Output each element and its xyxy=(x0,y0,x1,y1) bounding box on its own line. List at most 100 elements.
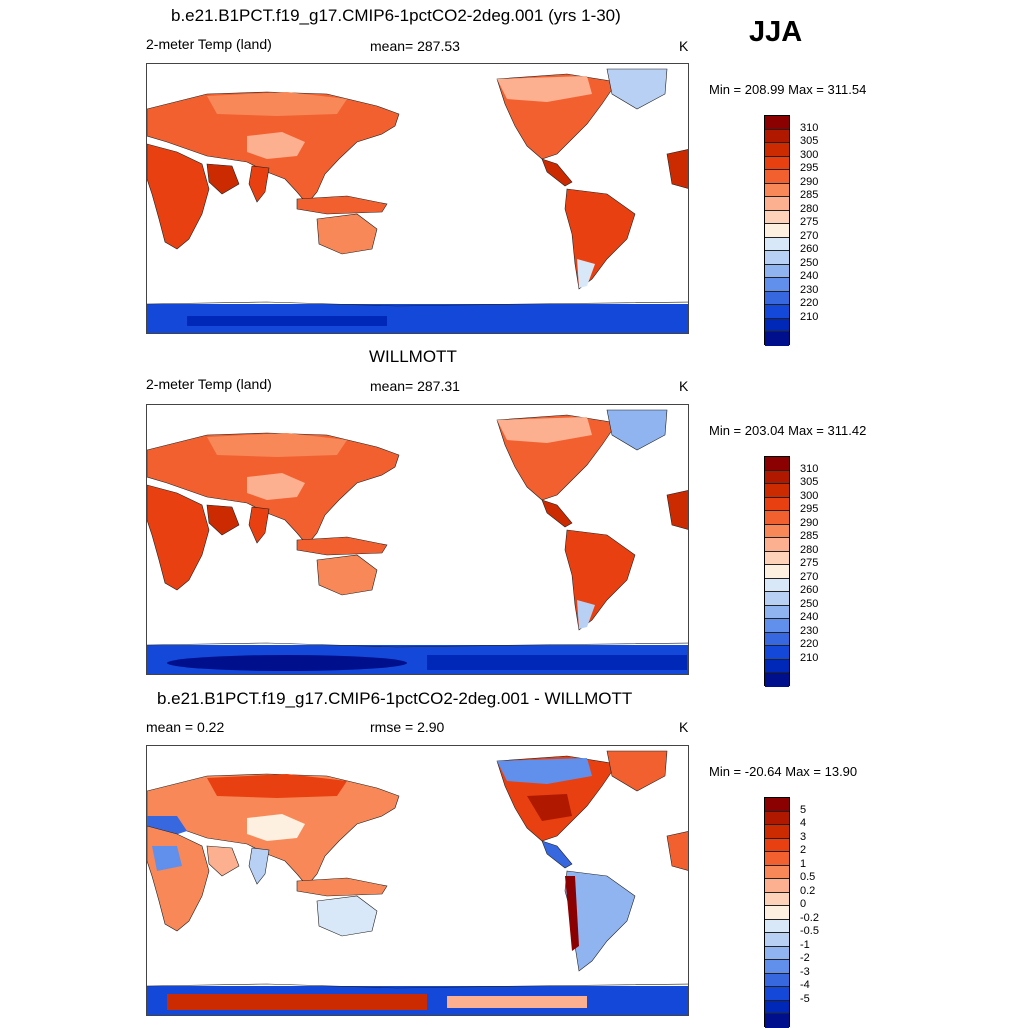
west-africa-edge xyxy=(666,831,688,871)
colorbar-tick-label: 5 xyxy=(800,803,807,816)
canada-cool xyxy=(497,417,592,443)
arabia-land xyxy=(206,845,240,877)
panel3-map xyxy=(146,745,689,1016)
colorbar-tick-label: 295 xyxy=(800,162,819,174)
panel3-mean-label: mean = 0.22 xyxy=(146,719,225,735)
colorbar-swatch xyxy=(765,798,789,812)
colorbar-swatch xyxy=(765,170,789,184)
panel3-map-graphic xyxy=(147,750,688,1015)
africa-cool xyxy=(152,846,182,871)
west-africa-edge xyxy=(666,149,688,189)
colorbar-tick-label: 285 xyxy=(800,189,819,201)
colorbar-tick-label: 220 xyxy=(800,297,819,309)
panel2-minmax-label: Min = 203.04 Max = 311.42 xyxy=(709,423,867,438)
greenland-land xyxy=(606,68,668,110)
colorbar-tick-label: -1 xyxy=(800,938,810,951)
colorbar-tick-label: 280 xyxy=(800,202,819,215)
colorbar-tick-label: 4 xyxy=(800,817,807,829)
colorbar-swatch xyxy=(765,852,789,866)
antarctica-inner xyxy=(187,316,387,326)
siberia-cool xyxy=(207,92,347,116)
panel2-mean-label: mean= 287.31 xyxy=(370,378,460,394)
panel1-colorbar xyxy=(764,115,790,346)
colorbar-tick-label: 305 xyxy=(800,135,819,147)
colorbar-tick-label: 210 xyxy=(800,310,819,323)
arabia-land xyxy=(206,163,240,195)
india-land xyxy=(248,847,270,885)
colorbar-swatch xyxy=(765,619,789,633)
colorbar-swatch xyxy=(765,484,789,498)
colorbar-tick-label: 220 xyxy=(800,638,819,650)
colorbar-swatch xyxy=(765,551,789,565)
colorbar-swatch xyxy=(765,332,789,346)
indonesia-land xyxy=(296,195,388,215)
west-africa-edge xyxy=(666,490,688,530)
panel1-map xyxy=(146,63,689,334)
central-america-land xyxy=(541,840,573,869)
colorbar-swatch xyxy=(765,210,789,224)
colorbar-swatch xyxy=(765,1000,789,1014)
colorbar-swatch xyxy=(765,811,789,825)
colorbar-swatch xyxy=(765,892,789,906)
colorbar-swatch xyxy=(765,865,789,879)
tibet-mixed xyxy=(247,814,305,841)
colorbar-swatch xyxy=(765,632,789,646)
colorbar-tick-label: -3 xyxy=(800,965,810,978)
colorbar-swatch xyxy=(765,538,789,552)
colorbar-tick-label: 240 xyxy=(800,270,819,282)
australia-land xyxy=(316,554,378,596)
india-land xyxy=(248,165,270,203)
antarctica-coast xyxy=(147,983,688,989)
colorbar-swatch xyxy=(765,565,789,579)
colorbar-swatch xyxy=(765,156,789,170)
panel3-rmse-label: rmse = 2.90 xyxy=(370,719,445,735)
colorbar-swatch xyxy=(765,960,789,974)
south-america-land xyxy=(564,529,636,631)
greenland-land xyxy=(606,409,668,451)
india-land xyxy=(248,506,270,544)
central-america-land xyxy=(541,499,573,528)
colorbar-tick-label: 270 xyxy=(800,229,819,242)
panel2-units-label: K xyxy=(679,378,689,394)
colorbar-tick-label: 230 xyxy=(800,283,819,296)
colorbar-tick-label: 285 xyxy=(800,530,819,542)
panel1-mean-label: mean= 287.53 xyxy=(370,38,460,54)
colorbar-swatch xyxy=(765,497,789,511)
africa-land xyxy=(147,825,210,932)
antarctica-inner-east xyxy=(427,655,687,670)
colorbar-swatch xyxy=(765,646,789,660)
colorbar-tick-label: 280 xyxy=(800,543,819,556)
canada-cool xyxy=(497,758,592,784)
colorbar-tick-label: 270 xyxy=(800,570,819,583)
panel1-title: b.e21.B1PCT.f19_g17.CMIP6-1pctCO2-2deg.0… xyxy=(171,6,621,25)
colorbar-swatch xyxy=(765,659,789,673)
greenland-land xyxy=(606,750,668,792)
colorbar-tick-label: 250 xyxy=(800,256,819,269)
colorbar-tick-label: 260 xyxy=(800,243,819,255)
australia-land xyxy=(316,213,378,255)
colorbar-swatch xyxy=(765,251,789,265)
tibet-cool xyxy=(247,473,305,500)
colorbar-tick-label: -0.5 xyxy=(800,925,819,937)
colorbar-swatch xyxy=(765,278,789,292)
colorbar-tick-label: 290 xyxy=(800,175,819,188)
canada-cool xyxy=(497,76,592,102)
panel2-colorbar xyxy=(764,456,790,687)
colorbar-swatch xyxy=(765,291,789,305)
colorbar-swatch xyxy=(765,183,789,197)
colorbar-swatch xyxy=(765,524,789,538)
colorbar-tick-label: 0 xyxy=(800,898,807,910)
panel1-map-graphic xyxy=(147,68,688,333)
patagonia-cool xyxy=(577,259,595,288)
colorbar-swatch xyxy=(765,457,789,471)
colorbar-tick-label: 250 xyxy=(800,597,819,610)
panel2-variable-label: 2-meter Temp (land) xyxy=(146,376,272,392)
colorbar-tick-label: 210 xyxy=(800,651,819,664)
colorbar-swatch xyxy=(765,673,789,687)
panel3-title: b.e21.B1PCT.f19_g17.CMIP6-1pctCO2-2deg.0… xyxy=(157,689,633,708)
panel2-map-graphic xyxy=(147,409,688,674)
colorbar-swatch xyxy=(765,578,789,592)
colorbar-swatch xyxy=(765,511,789,525)
antarctica-inner xyxy=(167,655,407,671)
africa-land xyxy=(147,484,210,591)
